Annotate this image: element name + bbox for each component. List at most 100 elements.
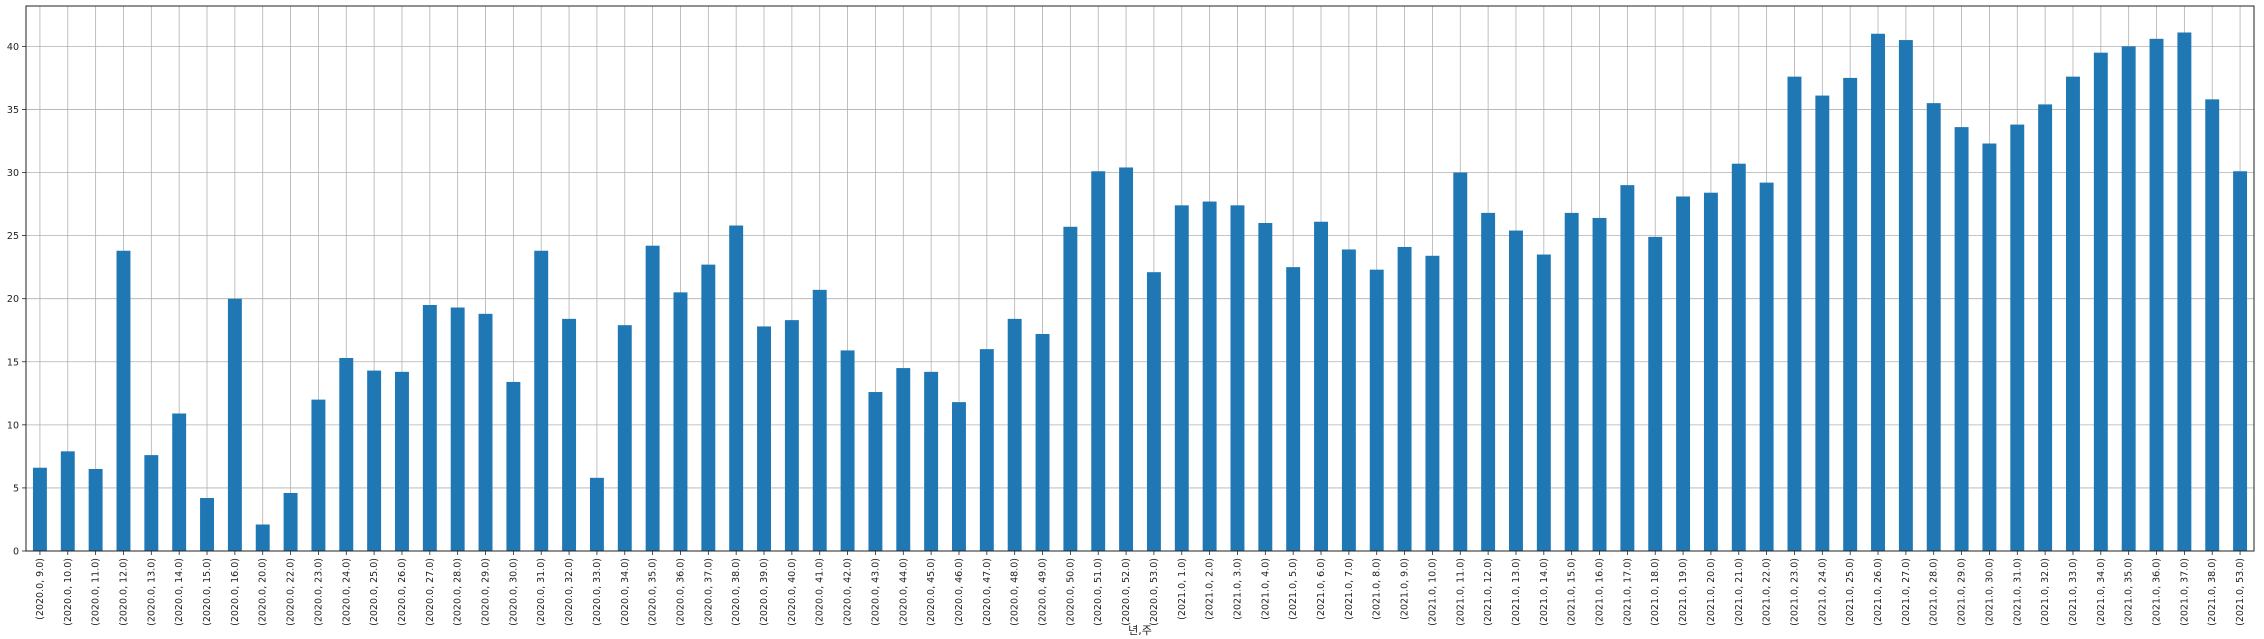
bar <box>1871 33 1885 551</box>
plot-frame <box>25 5 2255 552</box>
bar <box>2010 124 2025 552</box>
bar <box>2121 46 2136 552</box>
bar <box>60 451 75 551</box>
bar <box>784 320 799 551</box>
bar <box>1954 127 1969 551</box>
bar-series <box>32 32 2248 552</box>
x-tick-label: (2021.0, 15.0) <box>1567 558 1578 626</box>
x-tick-label: (2020.0, 38.0) <box>731 558 742 626</box>
x-tick-label: (2020.0, 51.0) <box>1093 558 1104 626</box>
x-tick-label: (2021.0, 20.0) <box>1706 558 1717 626</box>
x-tick-label: (2020.0, 29.0) <box>481 558 492 626</box>
x-tick-label: (2021.0, 9.0) <box>1400 558 1411 620</box>
x-tick-label: (2020.0, 11.0) <box>91 558 102 626</box>
bar <box>311 399 326 551</box>
bar <box>506 381 521 551</box>
bar <box>1815 95 1830 551</box>
x-tick-label: (2020.0, 39.0) <box>759 558 770 626</box>
bar <box>339 357 354 551</box>
x-tick-label: (2020.0, 31.0) <box>536 558 547 626</box>
bar <box>1648 236 1663 552</box>
x-tick-label: (2021.0, 35.0) <box>2124 558 2135 626</box>
x-tick-label: (2020.0, 46.0) <box>954 558 965 626</box>
x-tick-label: (2021.0, 28.0) <box>1929 558 1940 626</box>
x-tick-label: (2020.0, 40.0) <box>787 558 798 626</box>
bar <box>2149 38 2164 552</box>
bar <box>589 477 604 551</box>
x-tick-label: (2020.0, 32.0) <box>564 558 575 626</box>
bar <box>2177 32 2192 552</box>
x-tick-label: (2021.0, 29.0) <box>1957 558 1968 626</box>
x-tick-label: (2020.0, 27.0) <box>425 558 436 626</box>
x-tick-label: (2021.0, 11.0) <box>1455 558 1466 626</box>
y-tick-label: 40 <box>7 42 19 53</box>
x-tick-label: (2021.0, 36.0) <box>2152 558 2163 626</box>
bar <box>1620 185 1635 551</box>
bar <box>1536 254 1551 551</box>
x-tick-label: (2020.0, 53.0) <box>1149 558 1160 626</box>
x-tick-label: (2021.0, 7.0) <box>1344 558 1355 620</box>
x-tick-label: (2021.0, 19.0) <box>1678 558 1689 626</box>
bar <box>1676 196 1691 551</box>
x-tick-label: (2021.0, 34.0) <box>2096 558 2107 626</box>
x-axis-label: 년,주 <box>1128 624 1152 637</box>
x-tick-label: (2020.0, 42.0) <box>843 558 854 626</box>
x-tick-label: (2020.0, 43.0) <box>870 558 881 626</box>
y-tick-label: 25 <box>7 231 19 242</box>
x-tick-label: (2020.0, 13.0) <box>146 558 157 626</box>
x-tick-label: (2021.0, 24.0) <box>1817 558 1828 626</box>
x-tick-label: (2020.0, 34.0) <box>620 558 631 626</box>
bar <box>617 325 632 551</box>
bar <box>2233 171 2248 551</box>
x-tick-label: (2020.0, 35.0) <box>648 558 659 626</box>
x-tick-label: (2021.0, 31.0) <box>2012 558 2023 626</box>
x-tick-label: (2021.0, 8.0) <box>1372 558 1383 620</box>
bar <box>1926 103 1941 551</box>
bar <box>924 371 939 551</box>
x-tick-label: (2021.0, 27.0) <box>1901 558 1912 626</box>
bar <box>1007 318 1022 551</box>
bar <box>1119 167 1134 551</box>
bar <box>1759 182 1774 552</box>
y-axis: 0 5 10 15 20 25 30 35 40 <box>7 42 26 558</box>
x-tick-label: (2020.0, 22.0) <box>286 558 297 626</box>
x-tick-label: (2021.0, 3.0) <box>1232 558 1243 620</box>
bar <box>1703 192 1718 552</box>
x-tick-label: (2020.0, 30.0) <box>508 558 519 626</box>
y-tick-label: 0 <box>13 547 19 558</box>
x-tick-label: (2020.0, 48.0) <box>1010 558 1021 626</box>
bar <box>1174 205 1189 551</box>
y-tick-label: 30 <box>7 168 19 179</box>
bar <box>2093 52 2108 551</box>
x-tick-label: (2021.0, 18.0) <box>1650 558 1661 626</box>
x-tick-label: (2021.0, 32.0) <box>2040 558 2051 626</box>
bar <box>840 350 855 551</box>
bar <box>534 250 549 552</box>
bar <box>144 455 159 551</box>
x-tick-label: (2020.0, 9.0) <box>35 558 46 620</box>
x-tick-label: (2021.0, 1.0) <box>1177 558 1188 620</box>
bar <box>367 370 382 551</box>
bar <box>1592 217 1607 551</box>
bar <box>1091 171 1106 551</box>
y-tick-label: 5 <box>13 483 19 494</box>
x-tick-label: (2021.0, 37.0) <box>2179 558 2190 626</box>
bar <box>395 371 409 551</box>
bar <box>645 245 660 551</box>
x-tick-label: (2020.0, 16.0) <box>230 558 241 626</box>
bar <box>868 392 883 551</box>
x-tick-label: (2020.0, 45.0) <box>926 558 937 626</box>
x-tick-label: (2021.0, 16.0) <box>1595 558 1606 626</box>
x-tick-label: (2021.0, 14.0) <box>1539 558 1550 626</box>
bar <box>673 292 688 551</box>
bar <box>478 313 493 551</box>
x-tick-label: (2020.0, 33.0) <box>592 558 603 626</box>
x-tick-label: (2020.0, 52.0) <box>1121 558 1132 626</box>
x-tick-label: (2021.0, 13.0) <box>1511 558 1522 626</box>
x-tick-label: (2021.0, 2.0) <box>1205 558 1216 620</box>
bar <box>1982 143 1997 551</box>
bar <box>757 326 771 551</box>
bar <box>1230 205 1245 551</box>
x-tick-label: (2021.0, 12.0) <box>1483 558 1494 626</box>
